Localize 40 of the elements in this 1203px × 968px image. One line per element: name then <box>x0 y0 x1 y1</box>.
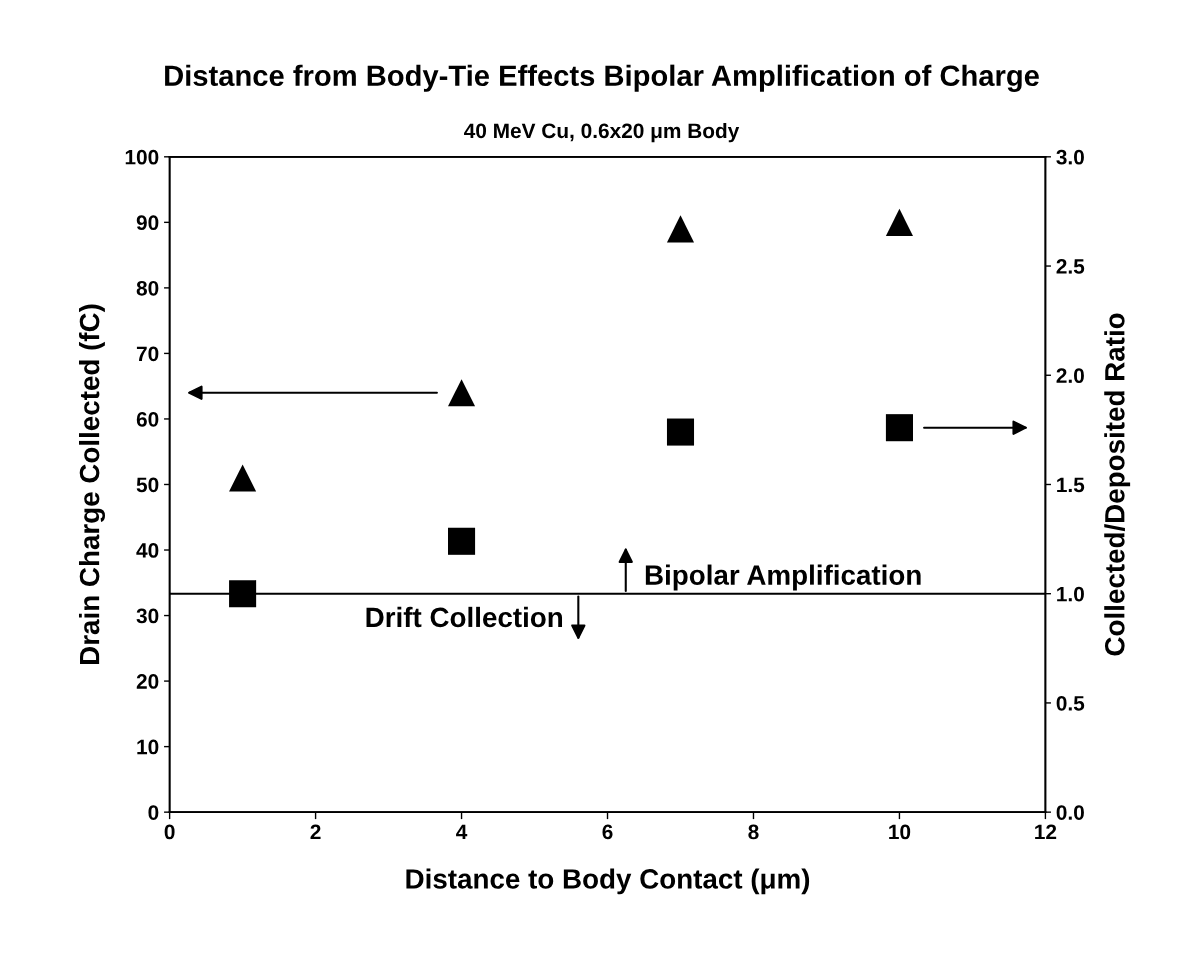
y-tick-label: 60 <box>136 411 159 427</box>
chart-subtitle: 40 MeV Cu, 0.6x20 μm Body <box>464 122 740 143</box>
annotation: Bipolar Amplification <box>645 564 921 591</box>
point <box>229 464 257 492</box>
x-tick-label: 6 <box>602 824 613 840</box>
point <box>666 215 695 243</box>
y-tick-label: 30 <box>136 608 159 624</box>
y2-tick-label: 0.5 <box>1056 695 1085 711</box>
y2-tick-label: 0.0 <box>1056 805 1084 820</box>
annotation: Drift Collection <box>366 606 563 628</box>
point <box>885 414 913 442</box>
y-tick-label: 100 <box>125 149 159 165</box>
y-tick-label: 10 <box>137 739 159 755</box>
point <box>885 208 913 236</box>
x-axis-title: Distance to Body Contact (μm) <box>406 868 810 895</box>
y-tick-label: 80 <box>136 280 159 296</box>
y2-axis-title: Collected/Deposited Ratio <box>1104 313 1131 656</box>
point <box>448 379 476 407</box>
x-tick-label: 10 <box>889 824 911 840</box>
y-tick-label: 20 <box>136 674 159 689</box>
x-tick-label: 2 <box>310 824 321 840</box>
point <box>229 580 257 608</box>
y2-tick-label: 2.0 <box>1056 368 1084 384</box>
x-tick-label: 8 <box>748 824 759 840</box>
x-tick-label: 12 <box>1035 824 1057 840</box>
y-tick-label: 70 <box>136 346 159 362</box>
y2-tick-label: 1.0 <box>1057 586 1084 602</box>
point <box>666 418 695 446</box>
y-tick-label: 50 <box>136 477 159 493</box>
y2-tick-label: 2.5 <box>1056 259 1085 274</box>
y2-tick-label: 3.0 <box>1056 149 1084 165</box>
chart-title: Distance from Body-Tie Effects Bipolar Amplification of Charge <box>165 64 1039 92</box>
x-tick-label: 0 <box>164 824 175 840</box>
y-tick-label: 40 <box>136 543 159 558</box>
y-tick-label: 0 <box>148 805 159 820</box>
y-axis-title: Drain Charge Collected (fC) <box>78 304 106 664</box>
point <box>448 527 476 555</box>
y-tick-label: 90 <box>136 215 159 231</box>
y2-tick-label: 1.5 <box>1057 477 1085 493</box>
x-tick-label: 4 <box>456 824 468 840</box>
